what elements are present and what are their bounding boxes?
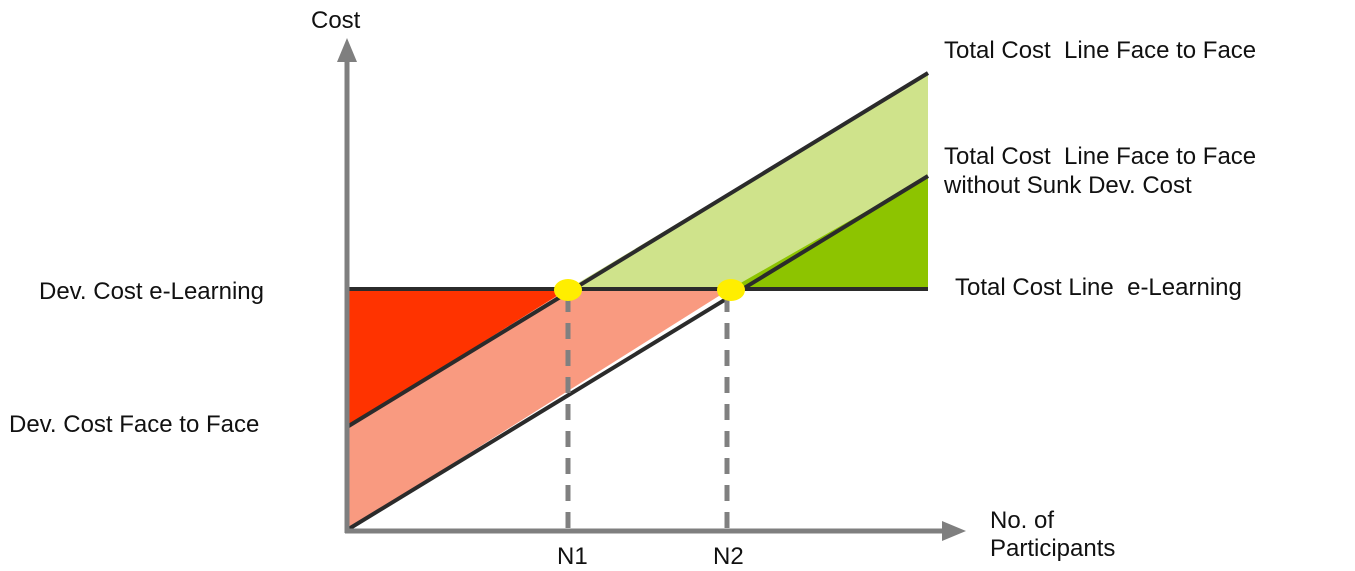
line-total-cost-face-to-face xyxy=(345,71,930,429)
x-axis-arrow xyxy=(942,521,966,541)
label-without-sunk-line2: without Sunk Dev. Cost xyxy=(943,172,1192,199)
label-without-sunk-line1: Total Cost Line Face to Face xyxy=(944,143,1256,170)
label-dev-cost-elearning: Dev. Cost e-Learning xyxy=(39,278,264,305)
x-tick-n1: N1 xyxy=(557,543,588,570)
label-dev-cost-face-to-face: Dev. Cost Face to Face xyxy=(9,411,259,438)
line-face-to-face-without-sunk xyxy=(345,174,930,532)
intersection-marker-n2 xyxy=(717,279,745,301)
label-total-cost-elearning: Total Cost Line e-Learning xyxy=(955,274,1242,301)
y-axis-arrow xyxy=(337,38,357,62)
label-total-cost-face-to-face: Total Cost Line Face to Face xyxy=(944,37,1256,64)
y-axis-label: Cost xyxy=(311,7,361,34)
x-axis-label-line2: Participants xyxy=(990,535,1115,562)
intersection-marker-n1 xyxy=(554,279,582,301)
x-tick-n2: N2 xyxy=(713,543,744,570)
x-axis-label-line1: No. of xyxy=(990,507,1054,534)
